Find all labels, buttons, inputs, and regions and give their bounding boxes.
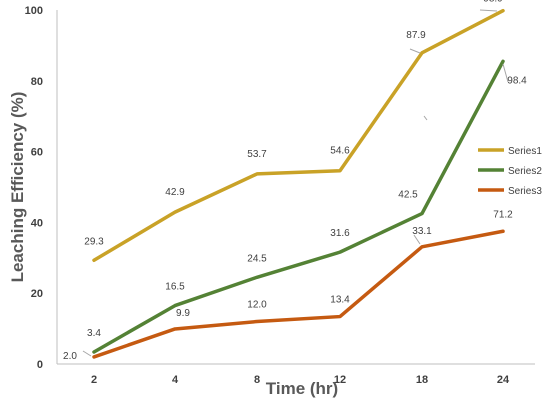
- data-label: 24.5: [247, 253, 267, 264]
- data-label: 31.6: [330, 228, 350, 239]
- leader-line: [423, 115, 428, 121]
- y-tick-label: 80: [31, 76, 43, 88]
- series-line-3: [92, 229, 505, 359]
- data-label: 33.1: [412, 226, 432, 237]
- leader-line: [409, 48, 421, 54]
- x-tick-label: 18: [416, 374, 428, 386]
- series-line-2: [92, 59, 505, 354]
- data-label: 53.7: [247, 149, 267, 160]
- data-label: 29.3: [84, 236, 104, 247]
- data-label: 13.4: [330, 295, 350, 306]
- y-tick-label: 20: [31, 288, 43, 300]
- x-axis-title: Time (hr): [266, 379, 338, 398]
- leader-line: [413, 234, 421, 245]
- chart-series-lines: [92, 8, 505, 359]
- data-label: 3.4: [87, 328, 101, 339]
- legend-label-2: Series2: [508, 166, 542, 177]
- leader-line: [502, 63, 509, 83]
- x-tick-label: 24: [497, 374, 510, 386]
- legend-label-3: Series3: [508, 186, 542, 197]
- data-label: 87.9: [406, 30, 426, 41]
- legend-label-1: Series1: [508, 146, 542, 157]
- series-line-1: [92, 8, 505, 263]
- y-axis-title: Leaching Efficiency (%): [8, 92, 27, 283]
- y-tick-label: 60: [31, 147, 43, 159]
- data-label: 9.9: [176, 308, 190, 319]
- data-label: 2.0: [63, 351, 77, 362]
- chart-legend: Series1 Series2 Series3: [478, 146, 542, 197]
- leader-line: [82, 350, 92, 357]
- data-label: 98.4: [507, 75, 527, 86]
- data-label: 12.0: [247, 300, 267, 311]
- chart-data-labels: 29.3 42.9 53.7 54.6 87.9 98.9 3.4 16.5 24.5 31.6 4…: [63, 0, 527, 362]
- x-tick-label: 4: [172, 374, 179, 386]
- y-tick-label: 0: [37, 359, 43, 371]
- y-tick-label: 100: [25, 5, 43, 17]
- data-label: 54.6: [330, 146, 350, 157]
- data-label: 42.5: [398, 190, 418, 201]
- x-tick-label: 8: [254, 374, 260, 386]
- data-label: 16.5: [165, 282, 185, 293]
- data-label: 42.9: [165, 187, 185, 198]
- x-tick-label: 2: [91, 374, 97, 386]
- x-tick-label: 12: [334, 374, 346, 386]
- y-tick-label: 40: [31, 217, 43, 229]
- data-label: 71.2: [493, 209, 513, 220]
- data-label: 98.9: [483, 0, 503, 5]
- leader-line: [479, 9, 498, 12]
